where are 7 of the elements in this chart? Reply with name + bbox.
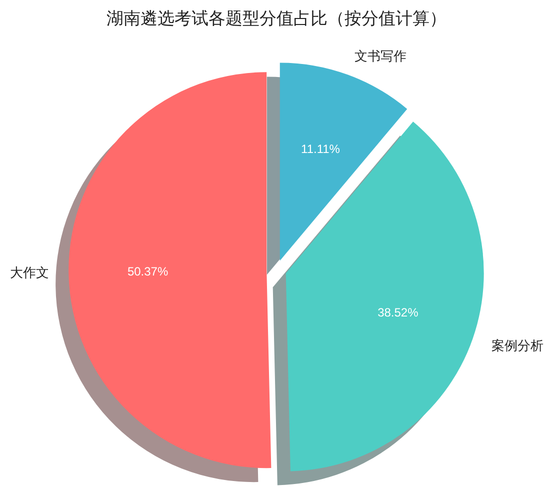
slice-label: 案例分析 bbox=[491, 338, 544, 353]
data-label: 38.52% bbox=[378, 306, 419, 320]
slice-label: 文书写作 bbox=[354, 48, 406, 64]
chart-title: 湖南遴选考试各题型分值占比（按分值计算） bbox=[106, 9, 446, 28]
data-label: 11.11% bbox=[301, 142, 340, 156]
slice-label: 大作文 bbox=[10, 265, 49, 280]
data-label: 50.37% bbox=[127, 264, 168, 278]
